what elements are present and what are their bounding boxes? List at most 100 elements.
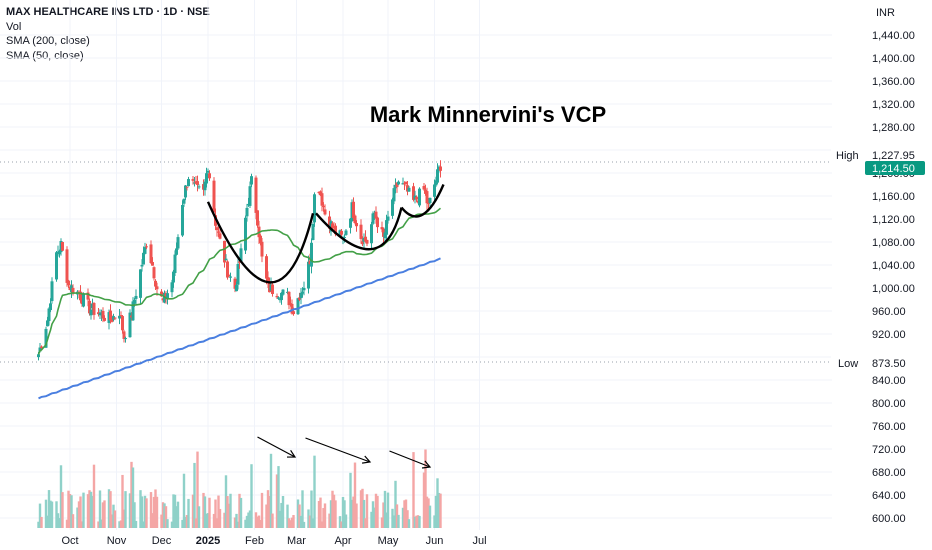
volume-bar — [433, 515, 436, 528]
volume-bar — [265, 504, 268, 528]
volume-bar — [193, 462, 196, 528]
volume-bar — [118, 521, 121, 528]
candle — [122, 329, 126, 343]
volume-bar — [37, 521, 40, 528]
volume-bar — [89, 491, 93, 528]
volume-bar — [112, 504, 115, 528]
price-tick-label: 720.00 — [872, 444, 906, 456]
last-price-value: 1,214.50 — [872, 163, 915, 175]
price-tick-label: 640.00 — [872, 490, 906, 502]
volume-bar — [395, 504, 399, 528]
volume-bar — [119, 520, 123, 528]
volume-bar — [280, 502, 283, 528]
volume-bar — [361, 488, 364, 528]
candle — [212, 177, 216, 214]
candle — [425, 187, 429, 211]
volume-bar — [401, 507, 405, 528]
volume-bar — [277, 466, 280, 528]
volume-bar — [109, 491, 112, 528]
candle — [187, 176, 190, 187]
price-tick-label: 840.00 — [872, 375, 906, 387]
volume-bar — [350, 499, 354, 528]
price-axis[interactable]: 600.00 640.00 680.00 720.00 760.00 800.00 840.… — [872, 30, 915, 525]
candle — [119, 311, 123, 317]
grid-lines — [0, 0, 832, 530]
time-tick-label: Feb — [245, 535, 264, 547]
high-label: High — [836, 150, 859, 162]
volume-bar — [281, 495, 285, 528]
candle — [182, 198, 186, 207]
price-tick-label: 1,160.00 — [872, 191, 915, 203]
volume-bar — [392, 515, 396, 528]
candle — [299, 287, 303, 305]
volume-bar — [113, 510, 117, 528]
volume-bar — [338, 516, 342, 528]
volume-bar — [175, 506, 178, 528]
candle — [61, 241, 64, 252]
time-tick-label: May — [378, 535, 399, 547]
price-tick-label: 800.00 — [872, 398, 906, 410]
volume-bar — [418, 515, 421, 528]
volume-bar — [164, 506, 168, 528]
volume-bar — [139, 490, 142, 528]
candle — [229, 272, 232, 282]
volume-bar — [362, 499, 366, 528]
volume-bar — [154, 489, 157, 528]
volume-bar — [191, 494, 195, 528]
volume-bar — [329, 500, 333, 528]
candle — [397, 180, 400, 186]
volume-bar — [371, 501, 375, 528]
candle — [239, 243, 243, 262]
volume-bar — [79, 496, 82, 528]
time-tick-label: Nov — [107, 535, 127, 547]
candle — [67, 279, 70, 288]
volume-bar — [205, 513, 208, 528]
high-value: 1,227.95 — [872, 150, 915, 162]
candle — [370, 221, 373, 250]
volume-bar — [223, 512, 226, 528]
volume-bar — [385, 512, 388, 528]
volume-bar — [239, 497, 243, 528]
candlesticks — [37, 160, 442, 361]
volume-bar — [254, 512, 258, 528]
volume-bar — [218, 508, 222, 528]
volume-bar — [236, 521, 240, 528]
volume-bar — [38, 503, 42, 528]
volume-bar — [208, 497, 211, 528]
candle — [152, 266, 156, 281]
price-tick-label: 1,360.00 — [872, 76, 915, 88]
sma200-indicator-label[interactable]: SMA (200, close) — [6, 35, 90, 47]
vcp-contraction-1 — [206, 201, 315, 284]
volume-bar — [394, 480, 397, 528]
price-tick-label: 1,320.00 — [872, 99, 915, 111]
volume-bar — [427, 498, 430, 528]
time-axis[interactable]: Oct Nov Dec 2025 Feb Mar Apr May Jun Jul — [61, 535, 486, 547]
volume-bar — [404, 499, 408, 528]
price-tick-label: 1,280.00 — [872, 122, 915, 134]
candle — [344, 229, 348, 236]
volume-bar — [374, 493, 378, 528]
volume-bar — [278, 510, 282, 528]
candle — [121, 314, 124, 334]
volume-bar — [307, 509, 310, 528]
price-tick-label: 920.00 — [872, 329, 906, 341]
volume-bar — [403, 500, 406, 528]
volume-bar — [226, 496, 229, 528]
candle — [196, 175, 199, 192]
price-tick-label: 1,120.00 — [872, 214, 915, 226]
volume-bar — [313, 455, 316, 528]
volume-bar — [425, 496, 429, 528]
volume-bar — [317, 501, 321, 528]
volume-indicator-label[interactable]: Vol — [6, 20, 22, 33]
candle — [151, 257, 154, 266]
volume-bar — [163, 503, 166, 528]
volume-bar — [302, 521, 306, 528]
symbol-title[interactable]: MAX HEALTHCARE INS LTD · 1D · NSE — [6, 6, 210, 18]
volume-bars — [37, 449, 442, 528]
volume-bar — [184, 516, 187, 528]
volume-bar — [173, 494, 177, 528]
volume-bar — [155, 496, 159, 528]
volume-bar — [412, 452, 415, 528]
volume-bar — [247, 512, 250, 528]
